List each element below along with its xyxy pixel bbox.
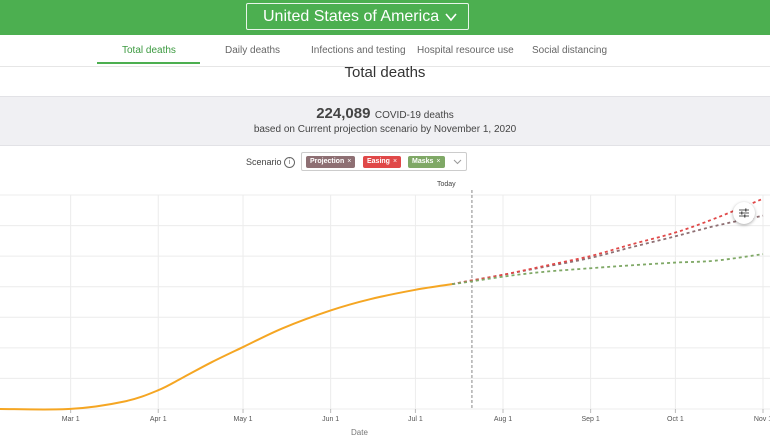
series-line-projection: [451, 214, 764, 286]
tab-total-deaths[interactable]: Total deaths: [122, 45, 176, 56]
scenario-chip-easing[interactable]: Easing ×: [363, 156, 402, 168]
tab-infections-testing[interactable]: Infections and testing: [311, 45, 406, 56]
x-tick-label: Apr 1: [150, 416, 167, 423]
chip-label: Projection: [310, 158, 345, 165]
scenario-chip-masks[interactable]: Masks ×: [408, 156, 445, 168]
x-tick-label: May 1: [233, 416, 252, 423]
summary-subtitle: based on Current projection scenario by …: [253, 124, 517, 135]
total-deaths-chart: Mar 1 Apr 1 May 1 Jun 1 Jul 1 Aug 1 Sep 1 Oct 1…: [0, 190, 770, 423]
x-tick-label: Nov 1: [754, 416, 770, 423]
x-tick-label: Jun 1: [322, 416, 339, 423]
close-icon[interactable]: ×: [347, 158, 352, 165]
chart-filter-button[interactable]: [733, 202, 755, 224]
chip-label: Easing: [367, 158, 390, 165]
x-tick-label: Jul 1: [408, 416, 423, 423]
x-tick-label: Mar 1: [62, 416, 80, 423]
sliders-icon: [739, 208, 749, 218]
series-line-observed: [0, 283, 453, 411]
summary-panel: 224,089 COVID-19 deaths based on Current…: [0, 96, 770, 146]
active-tab-indicator: [97, 62, 200, 64]
info-icon[interactable]: i: [284, 157, 295, 168]
death-count: 224,089: [316, 105, 371, 122]
x-axis-ticks: Mar 1 Apr 1 May 1 Jun 1 Jul 1 Aug 1 Sep 1 Oct 1…: [62, 409, 770, 423]
x-tick-label: Aug 1: [494, 416, 512, 423]
country-select[interactable]: United States of America: [246, 3, 469, 30]
scenario-select[interactable]: Projection × Easing × Masks ×: [301, 152, 467, 171]
close-icon[interactable]: ×: [392, 158, 398, 165]
x-tick-label: Sep 1: [581, 416, 599, 423]
close-icon[interactable]: ×: [436, 158, 441, 165]
x-axis-label: Date: [351, 428, 368, 437]
chart-series: [0, 197, 764, 411]
scenario-chip-projection[interactable]: Projection ×: [306, 156, 356, 168]
tab-social-distancing[interactable]: Social distancing: [532, 45, 608, 56]
series-line-easing: [451, 197, 764, 286]
chip-label: Masks: [412, 158, 434, 165]
summary-headline: 224,089 COVID-19 deaths: [0, 105, 770, 123]
chevron-down-icon: [445, 13, 457, 22]
chevron-down-icon[interactable]: [453, 157, 462, 166]
country-select-label: United States of America: [263, 8, 440, 25]
tab-daily-deaths[interactable]: Daily deaths: [225, 45, 281, 56]
series-line-masks: [452, 253, 764, 286]
top-bar: United States of America: [0, 0, 770, 35]
today-label: Today: [437, 181, 456, 188]
x-tick-label: Oct 1: [667, 416, 684, 423]
chart-grid: [0, 194, 770, 410]
tab-bar: Total deaths Daily deaths Infections and…: [0, 35, 770, 67]
death-count-unit: COVID-19 deaths: [374, 110, 454, 121]
page-title: Total deaths: [344, 64, 426, 81]
tab-hospital-resource-use[interactable]: Hospital resource use: [417, 45, 514, 56]
scenario-label: Scenario: [246, 157, 282, 167]
